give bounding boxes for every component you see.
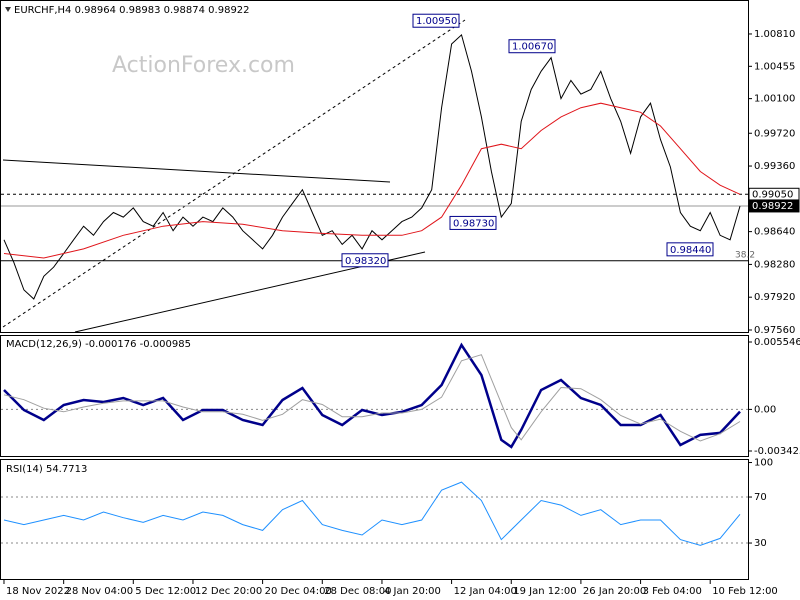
annotation-box <box>508 39 556 54</box>
series-line <box>3 102 741 259</box>
menu-icon <box>5 7 11 12</box>
y-tick-label: 0.97560 <box>754 325 795 336</box>
series-line <box>3 33 741 300</box>
annotation-label: 0.98320 <box>345 256 386 267</box>
annotation-box <box>341 253 389 268</box>
y-tick-label: -0.003423 <box>754 446 800 457</box>
x-tick-label: 10 Feb 12:00 <box>712 586 778 597</box>
x-tick-label: 12 Jan 04:00 <box>454 586 517 597</box>
series-line <box>3 354 741 442</box>
annotation-label: 1.00670 <box>512 42 553 53</box>
annotation-label: 0.98440 <box>670 245 711 256</box>
price-box-label: 0.99050 <box>752 189 793 200</box>
macd-panel <box>0 335 749 457</box>
price-box-label: 0.98922 <box>752 201 793 212</box>
y-tick-label: 0.005546 <box>754 337 800 348</box>
x-tick-label: 4 Jan 20:00 <box>384 586 441 597</box>
y-tick-label: 1.00100 <box>754 94 795 105</box>
x-tick-label: 18 Nov 2022 <box>6 586 70 597</box>
x-tick-label: 20 Dec 04:00 <box>265 586 332 597</box>
annotation-box <box>412 13 460 28</box>
annotation-box <box>449 215 497 230</box>
annotation-box <box>666 242 714 257</box>
watermark: ActionForex.com <box>112 53 295 78</box>
annotation-label: 1.00950 <box>416 16 457 27</box>
x-tick-label: 26 Jan 20:00 <box>583 586 646 597</box>
y-tick-label: 0.99360 <box>754 161 795 172</box>
x-tick-label: 5 Dec 12:00 <box>135 586 196 597</box>
trend-line-dashed <box>2 19 466 328</box>
x-tick-label: 28 Dec 08:00 <box>324 586 391 597</box>
fib-label: 38.2 <box>735 250 755 260</box>
trend-line <box>2 159 391 183</box>
macd-title: MACD(12,26,9) -0.000176 -0.000985 <box>6 339 191 350</box>
y-tick-label: 70 <box>754 492 767 503</box>
x-tick-label: 3 Feb 04:00 <box>643 586 702 597</box>
y-tick-label: 0.00 <box>754 404 776 415</box>
x-tick-label: 19 Jan 12:00 <box>513 586 576 597</box>
series-line <box>3 342 741 449</box>
price-box <box>748 199 800 213</box>
rsi-title: RSI(14) 54.7713 <box>6 464 87 475</box>
annotation-label: 0.98730 <box>453 218 494 229</box>
y-tick-label: 100 <box>754 458 773 469</box>
y-tick-label: 0.99720 <box>754 128 795 139</box>
y-tick-label: 1.00455 <box>754 61 795 72</box>
y-tick-label: 0.97920 <box>754 292 795 303</box>
y-tick-label: 30 <box>754 538 767 549</box>
y-tick-label: 0.98640 <box>754 227 795 238</box>
x-tick-label: 28 Nov 04:00 <box>66 586 133 597</box>
y-tick-label: 0.98280 <box>754 259 795 270</box>
chart-title: EURCHF,H4 0.98964 0.98983 0.98874 0.9892… <box>14 5 250 16</box>
y-tick-label: 1.00810 <box>754 29 795 40</box>
rsi-panel <box>0 459 749 580</box>
series-line <box>3 481 741 546</box>
x-tick-label: 12 Dec 20:00 <box>195 586 262 597</box>
